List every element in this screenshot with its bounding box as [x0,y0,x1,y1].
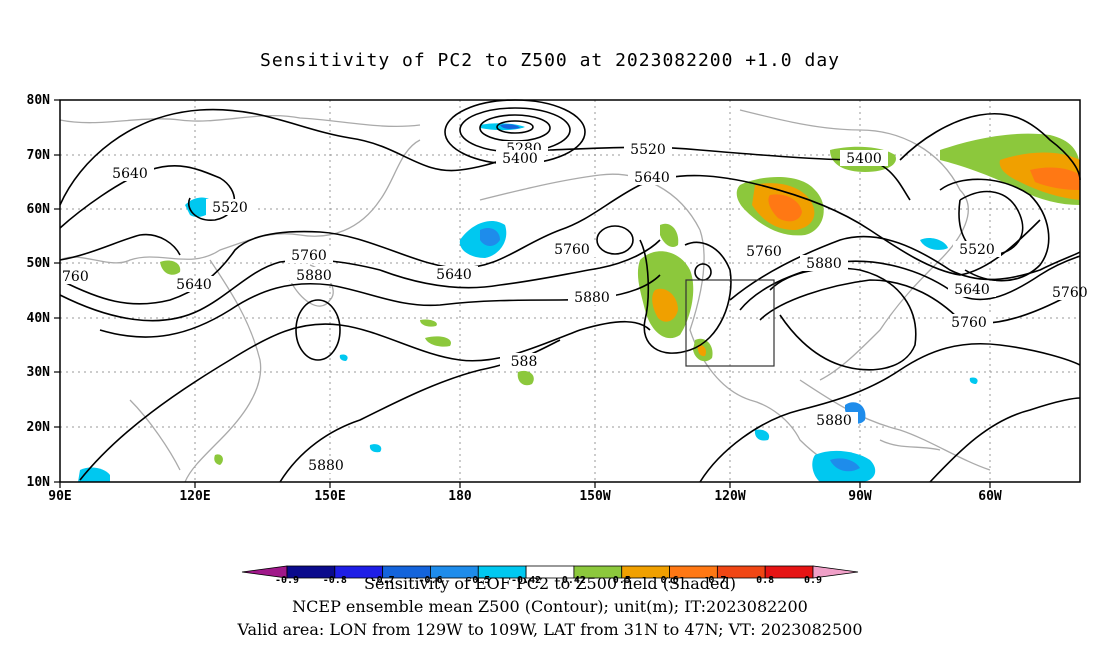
colorbar-label: -0.5 [466,575,490,586]
colorbar-label: 0.42 [562,575,586,586]
colorbar-label: 0.8 [756,575,774,586]
contour-label: 5520 [959,242,995,258]
valid-area-box [685,279,775,367]
lon-label: 180 [448,489,472,504]
coastlines [59,109,991,483]
colorbar-label: -0.42 [511,575,541,586]
contour-label: 760 [62,269,89,285]
lat-label: 50N [27,256,51,271]
footer-line-2: NCEP ensemble mean Z500 (Contour); unit(… [292,597,808,616]
lon-label: 60W [978,489,1002,504]
lat-label: 60N [27,202,51,217]
lat-label: 40N [27,311,51,326]
contour-label: 5880 [296,268,332,284]
colorbar-label: -0.6 [418,575,442,586]
colorbar-label: -0.9 [275,575,299,586]
map-frame [59,99,1081,483]
lat-label: 10N [27,475,51,490]
contour-label: 5640 [176,277,212,293]
colorbar-label: -0.7 [371,575,395,586]
colorbar-label: 0.5 [613,575,631,586]
lat-label: 20N [27,420,51,435]
footer-line-3: Valid area: LON from 129W to 109W, LAT f… [237,620,863,639]
colorbar-label: 0.9 [804,575,822,586]
contour-label: 5760 [291,248,327,264]
footer-line-1: Sensitivity of EOF PC2 to Z500 field (Sh… [364,574,736,593]
contour-label: 5760 [1052,285,1088,301]
tick-marks [54,99,991,488]
lat-label: 30N [27,365,51,380]
contour-label: 5880 [308,458,344,474]
lon-label: 90W [848,489,872,504]
contour-label: 588 [511,354,538,370]
lon-axis-labels: 90E 120E 150E 180 150W 120W 90W 60W [48,489,1002,504]
contour-label: 5640 [112,166,148,182]
lon-label: 120W [714,489,745,504]
colorbar-label: 0.6 [661,575,679,586]
contour-label: 5880 [574,290,610,306]
lat-label: 80N [27,93,51,108]
contour-label: 5520 [630,142,666,158]
map-title: Sensitivity of PC2 to Z500 at 2023082200… [259,50,840,71]
contour-label: 5640 [634,170,670,186]
contour-label: 5760 [951,315,987,331]
contour-label: 5400 [502,151,538,167]
contour-label: 5760 [746,244,782,260]
contour-label: 5760 [554,242,590,258]
colorbar: -0.9 -0.8 -0.7 -0.6 -0.5 -0.42 0.42 0.5 0.6 0.7 0.… [241,565,859,586]
lon-label: 150E [314,489,345,504]
contour-label: 5880 [816,413,852,429]
lon-label: 150W [579,489,610,504]
contour-label: 5520 [212,200,248,216]
contour-label: 5880 [806,256,842,272]
lon-label: 120E [179,489,210,504]
contour-label: 5640 [436,267,472,283]
contour-labels: 5640 5520 5280 5400 5520 5640 5400 5760 … [60,141,1088,474]
colorbar-label: 0.7 [708,575,726,586]
colorbar-swatch [812,565,859,579]
contour-label: 5400 [846,151,882,167]
contour-label: 5640 [954,282,990,298]
lat-axis-labels: 80N 70N 60N 50N 40N 30N 20N 10N [27,93,51,490]
colorbar-label: -0.8 [323,575,347,586]
lat-label: 70N [27,148,51,163]
lon-label: 90E [48,489,71,504]
